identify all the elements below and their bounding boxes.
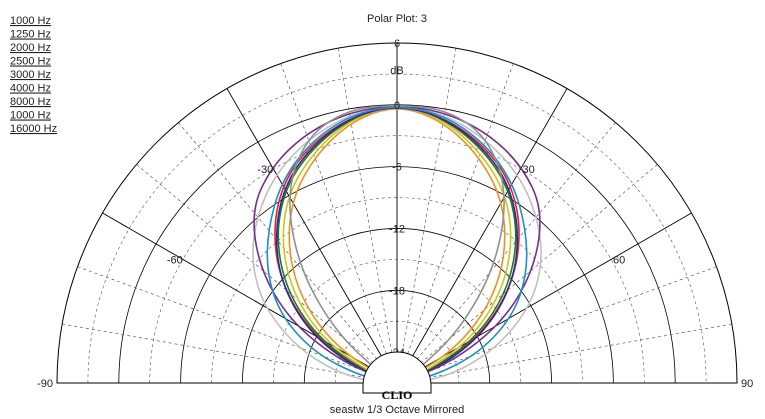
grid-ring [87, 73, 707, 384]
logo-notch [362, 351, 432, 394]
radial-tick-label: -18 [389, 285, 405, 297]
radial-tick-label: 6 [394, 38, 400, 50]
radial-unit-label: dB [390, 65, 403, 77]
series-line-5 [288, 108, 506, 384]
legend-entry: 16000 Hz [10, 123, 57, 135]
angle-label: 90 [741, 378, 753, 390]
series-layer [252, 105, 542, 384]
footer-caption: seastw 1/3 Octave Mirrored [330, 404, 465, 416]
legend-entry: 2000 Hz [10, 42, 51, 54]
angle-label: -30 [257, 164, 273, 176]
radial-tick-label: -6 [392, 162, 402, 174]
angle-label: 30 [523, 164, 535, 176]
chart-title: Polar Plot: 3 [367, 13, 427, 25]
legend-entry: 1250 Hz [10, 29, 51, 41]
outer-ring [56, 42, 738, 384]
grid-spoke [412, 88, 568, 357]
legend-entry: 3000 Hz [10, 69, 51, 81]
grid-ring [149, 135, 645, 384]
legend-entry: 2500 Hz [10, 56, 51, 68]
clio-logo: CLIO [382, 388, 413, 402]
legend-entry: 1000 Hz [10, 110, 51, 122]
angle-label: -90 [37, 378, 53, 390]
angle-label: 60 [613, 254, 625, 266]
legend-entry: 1000 Hz [10, 15, 51, 27]
radial-tick-label: 0 [394, 100, 400, 112]
grid-spoke [226, 88, 382, 357]
grid-ring [211, 197, 583, 384]
radial-tick-label: -12 [389, 223, 405, 235]
series-line-8 [266, 106, 528, 384]
angle-label: -60 [167, 254, 183, 266]
series-line-9 [289, 105, 505, 384]
legend-entry: 8000 Hz [10, 96, 51, 108]
legend-entry: 4000 Hz [10, 83, 51, 95]
